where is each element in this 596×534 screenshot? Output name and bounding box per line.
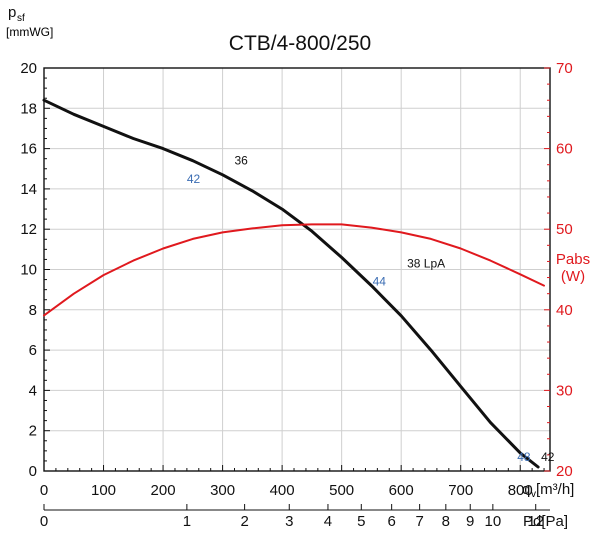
y-axis-left-label-sub: sf <box>17 13 25 24</box>
x-axis-secondary-tick-label: 10 <box>485 513 502 530</box>
x-axis-secondary-tick-label: 4 <box>324 513 332 530</box>
x-axis-secondary-tick-label: 0 <box>40 513 48 530</box>
x-axis-secondary-ticks: 0 1 2 3 4 5 6 7 8 9 10 12 <box>40 504 544 530</box>
y-axis-right-tick-label: 70 <box>556 60 573 77</box>
y-axis-left-tick-label: 12 <box>20 221 37 238</box>
x-axis-label-unit: [m³/h] <box>536 481 574 498</box>
y-axis-left-tick-label: 18 <box>20 100 37 117</box>
x-axis-label-main: q <box>522 481 530 498</box>
x-axis-tick-label: 600 <box>389 482 414 499</box>
x-axis-label-sub: v <box>531 489 536 500</box>
y-axis-right-unit: (W) <box>561 268 585 285</box>
y-axis-right-label: Pabs (W) <box>556 251 590 285</box>
y-axis-right-tick-label: 40 <box>556 302 573 319</box>
x-axis-secondary-tick-label: 7 <box>415 513 423 530</box>
x-axis-tick-label: 800 <box>508 482 533 499</box>
y-axis-left-tick-label: 10 <box>20 262 37 279</box>
chart-title: CTB/4-800/250 <box>229 32 371 55</box>
sound-level-blue-label: 48 <box>517 450 531 464</box>
y-axis-left-tick-label: 16 <box>20 141 37 158</box>
power-curve <box>43 223 545 317</box>
x-axis-tick-label: 300 <box>210 482 235 499</box>
y-axis-left-tick-label: 20 <box>20 60 37 77</box>
y-axis-left-tick-label: 2 <box>29 423 37 440</box>
x-axis-tick-label: 100 <box>91 482 116 499</box>
x-axis-secondary-tick-label: 1 <box>183 513 191 530</box>
sound-level-label: 42 <box>541 450 555 464</box>
y-axis-left-ticks: 0 2 4 6 8 10 12 14 16 18 20 <box>20 60 37 480</box>
y-axis-right-tick-label: 60 <box>556 141 573 158</box>
x-axis-secondary-tick-label: 9 <box>466 513 474 530</box>
series-group <box>42 98 545 469</box>
sound-level-blue-label: 44 <box>373 275 387 289</box>
grid-lines <box>44 68 550 471</box>
x-axis-secondary-tick-label: 5 <box>357 513 365 530</box>
x-axis-secondary-tick-label: 12 <box>527 513 544 530</box>
y-axis-left-tick-label: 14 <box>20 181 37 198</box>
y-axis-right-tick-label: 50 <box>556 221 573 238</box>
y-axis-left-tick-label: 4 <box>29 382 37 399</box>
annotations: 36 42 38 LpA 44 48 42 <box>187 154 555 464</box>
y-axis-right-ticks: 20 30 40 50 60 70 <box>556 60 573 480</box>
y-axis-left-tick-label: 6 <box>29 342 37 359</box>
y-axis-left-tick-label: 8 <box>29 302 37 319</box>
x-axis-tick-label: 700 <box>448 482 473 499</box>
x-axis-secondary-tick-label: 2 <box>240 513 248 530</box>
y-axis-right-tick-label: 30 <box>556 382 573 399</box>
x-axis-ticks: 0 100 200 300 400 500 600 700 800 <box>40 482 533 499</box>
x-axis-tick-label: 0 <box>40 482 48 499</box>
y-axis-right-label-main: Pabs <box>556 251 590 268</box>
y-axis-right-tick-label: 20 <box>556 463 573 480</box>
minor-ticks <box>43 67 550 472</box>
sound-level-blue-label: 42 <box>187 172 201 186</box>
x-axis-secondary-tick-label: 3 <box>285 513 293 530</box>
y-axis-left-label-main: p <box>8 4 16 21</box>
y-axis-left-label: p sf [mmWG] <box>6 4 53 39</box>
sound-level-label: 36 <box>234 154 248 168</box>
x-axis-tick-label: 200 <box>151 482 176 499</box>
x-axis-secondary-tick-label: 6 <box>387 513 395 530</box>
x-axis-tick-label: 500 <box>329 482 354 499</box>
x-axis-secondary-label: Pd[Pa] <box>523 513 568 530</box>
x-axis-label: q v [m³/h] <box>522 481 574 500</box>
pressure-curve <box>42 98 540 469</box>
sound-level-label: 38 LpA <box>407 256 445 270</box>
x-axis-tick-label: 400 <box>270 482 295 499</box>
y-axis-left-unit: [mmWG] <box>6 25 53 39</box>
y-axis-left-tick-label: 0 <box>29 463 37 480</box>
x-axis-secondary-tick-label: 8 <box>442 513 450 530</box>
